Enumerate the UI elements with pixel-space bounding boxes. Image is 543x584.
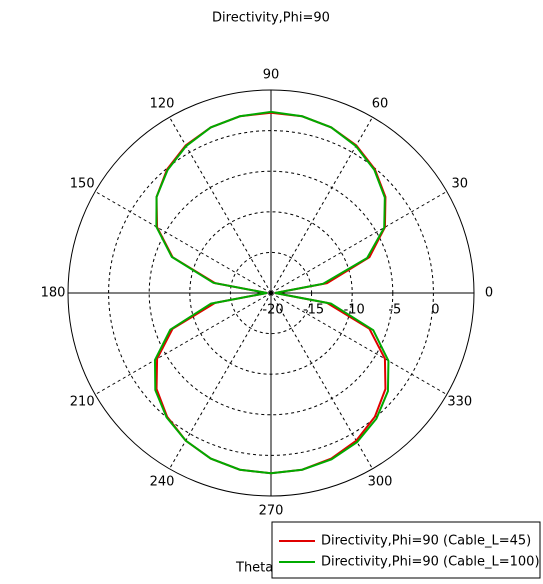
chart-title: Directivity,Phi=90 [212, 11, 330, 26]
grid-spoke [94, 191, 272, 294]
angle-tick-label: 0 [485, 286, 493, 301]
angle-tick-label: 300 [368, 474, 393, 489]
grid-spoke [169, 116, 272, 294]
legend-label: Directivity,Phi=90 (Cable_L=45) [321, 534, 531, 549]
grid-spoke [169, 292, 272, 470]
angle-tick-label: 270 [259, 504, 284, 519]
series-line [153, 110, 390, 475]
angle-tick-label: 120 [150, 97, 175, 112]
legend-label: Directivity,Phi=90 (Cable_L=100) [321, 555, 540, 570]
radial-tick-label: -20 [262, 303, 283, 318]
angle-tick-label: 330 [447, 395, 472, 410]
grid-spoke [270, 116, 373, 294]
radial-tick-label: -15 [303, 303, 324, 318]
grid-spoke [270, 292, 373, 470]
angle-tick-label: 210 [70, 395, 95, 410]
angle-tick-label: 150 [70, 177, 95, 192]
legend-box [271, 521, 541, 579]
angle-tick-label: 240 [150, 474, 175, 489]
x-axis-label: Theta / [235, 561, 282, 576]
grid-spoke [270, 191, 448, 294]
grid-spoke [94, 292, 272, 395]
radial-tick-label: -5 [388, 303, 401, 318]
angle-tick-label: 30 [452, 177, 469, 192]
angle-tick-label: 180 [41, 286, 66, 301]
angle-tick-label: 60 [372, 97, 389, 112]
angle-tick-label: 90 [263, 68, 280, 83]
legend: Directivity,Phi=90 (Cable_L=45) Directivi… [271, 521, 541, 579]
radial-tick-label: 0 [431, 303, 439, 318]
grid-spoke [270, 292, 448, 395]
